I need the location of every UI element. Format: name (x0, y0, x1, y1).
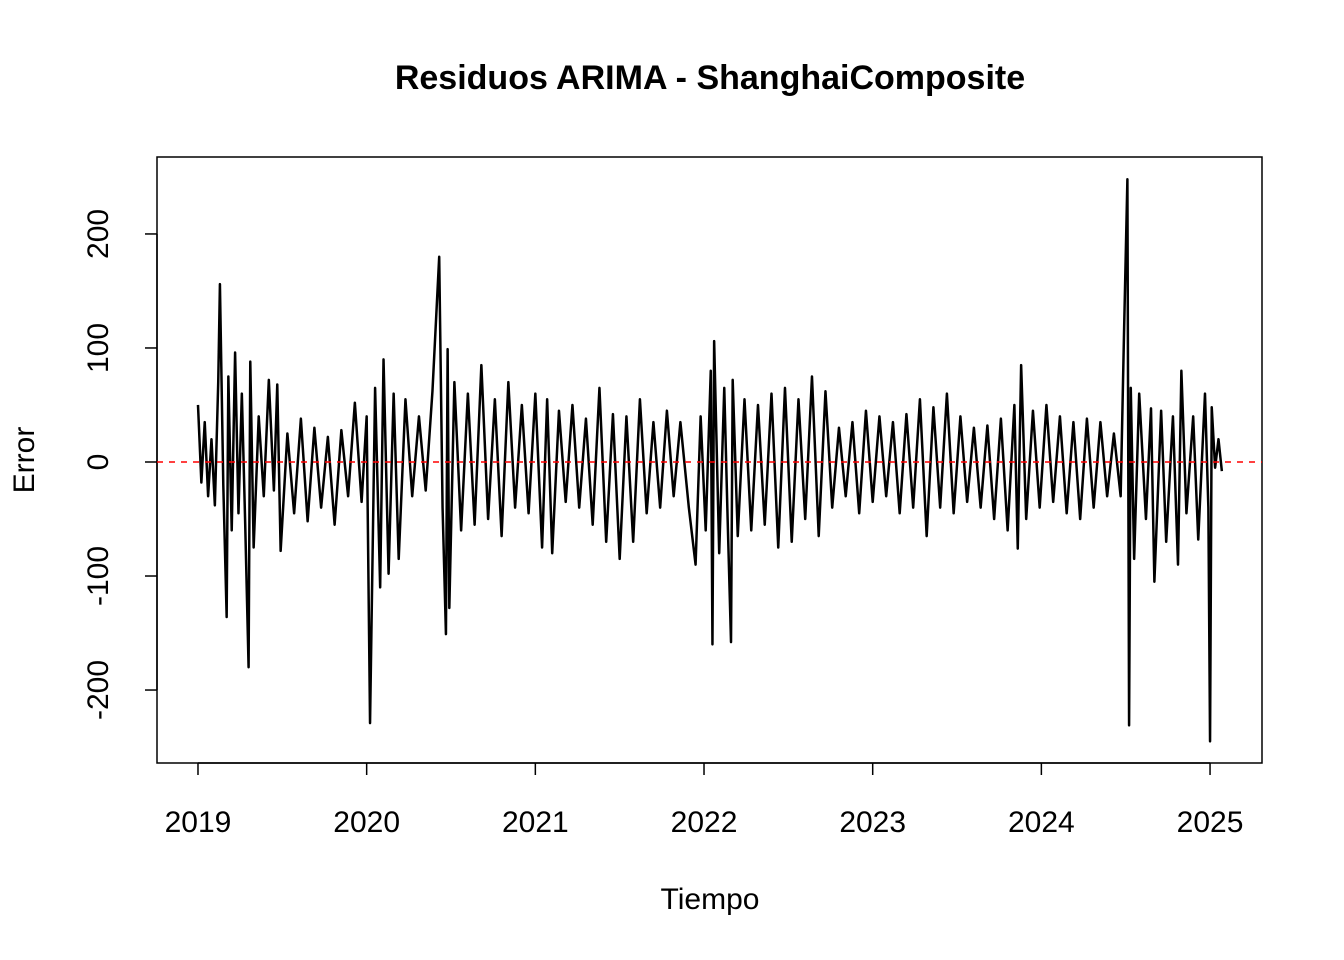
y-tick-label: 100 (82, 323, 115, 373)
x-tick-label: 2025 (1177, 806, 1244, 839)
y-axis-label: Error (8, 427, 41, 494)
x-tick-label: 2019 (165, 806, 232, 839)
chart-title: Residuos ARIMA - ShanghaiComposite (395, 59, 1025, 97)
y-tick-label: -200 (82, 660, 115, 720)
x-tick-label: 2023 (839, 806, 906, 839)
y-tick-label: 0 (82, 454, 115, 471)
x-axis-label: Tiempo (661, 883, 760, 916)
x-tick-label: 2020 (333, 806, 400, 839)
y-tick-label: -100 (82, 546, 115, 606)
x-tick-label: 2022 (671, 806, 738, 839)
x-tick-label: 2021 (502, 806, 569, 839)
residual-line (196, 177, 1224, 743)
x-tick-label: 2024 (1008, 806, 1075, 839)
y-tick-label: 200 (82, 209, 115, 259)
